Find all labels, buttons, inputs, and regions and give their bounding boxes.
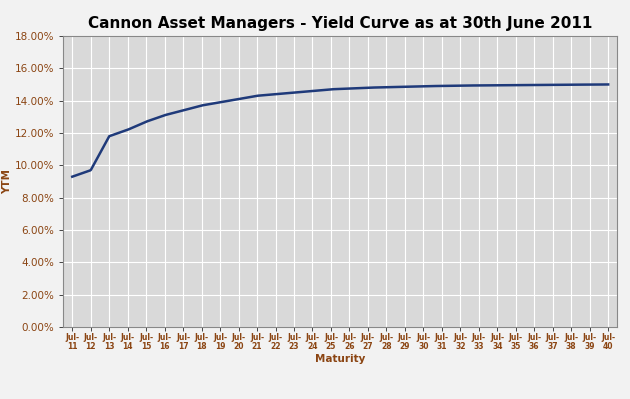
Y-axis label: YTM: YTM — [2, 169, 12, 194]
Title: Cannon Asset Managers - Yield Curve as at 30th June 2011: Cannon Asset Managers - Yield Curve as a… — [88, 16, 592, 31]
X-axis label: Maturity: Maturity — [315, 354, 365, 364]
